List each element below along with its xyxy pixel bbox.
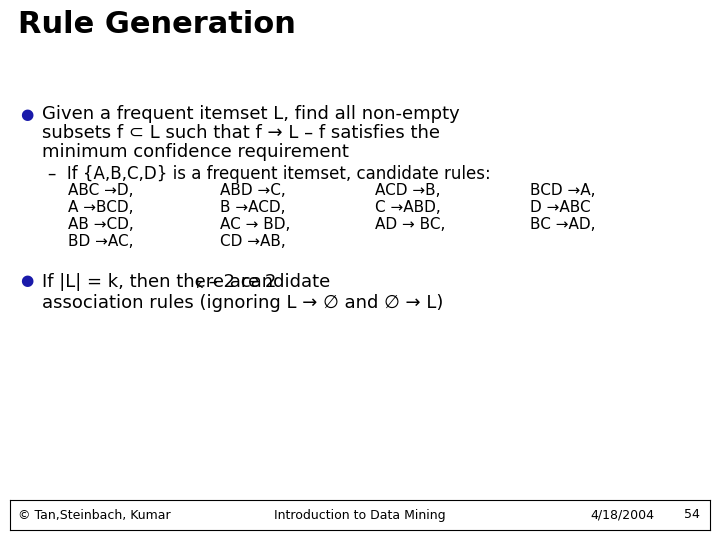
Text: –  If {A,B,C,D} is a frequent itemset, candidate rules:: – If {A,B,C,D} is a frequent itemset, ca… bbox=[48, 165, 491, 183]
Text: ABC →D,: ABC →D, bbox=[68, 183, 133, 198]
Text: minimum confidence requirement: minimum confidence requirement bbox=[42, 143, 349, 161]
Text: Given a frequent itemset L, find all non-empty: Given a frequent itemset L, find all non… bbox=[42, 105, 460, 123]
Text: CD →AB,: CD →AB, bbox=[220, 234, 286, 249]
Text: BCD →A,: BCD →A, bbox=[530, 183, 595, 198]
Text: ABD →C,: ABD →C, bbox=[220, 183, 286, 198]
Text: BD →AC,: BD →AC, bbox=[68, 234, 133, 249]
Text: AD → BC,: AD → BC, bbox=[375, 217, 446, 232]
Text: If |L| = k, then there are 2: If |L| = k, then there are 2 bbox=[42, 273, 276, 291]
Text: Introduction to Data Mining: Introduction to Data Mining bbox=[274, 509, 446, 522]
Text: association rules (ignoring L → ∅ and ∅ → L): association rules (ignoring L → ∅ and ∅ … bbox=[42, 294, 444, 312]
Text: 4/18/2004: 4/18/2004 bbox=[590, 509, 654, 522]
Text: BC →AD,: BC →AD, bbox=[530, 217, 595, 232]
Text: A →BCD,: A →BCD, bbox=[68, 200, 133, 215]
Text: Rule Generation: Rule Generation bbox=[18, 10, 296, 39]
Text: © Tan,Steinbach, Kumar: © Tan,Steinbach, Kumar bbox=[18, 509, 171, 522]
Text: AB →CD,: AB →CD, bbox=[68, 217, 134, 232]
Text: ACD →B,: ACD →B, bbox=[375, 183, 441, 198]
Text: D →ABC: D →ABC bbox=[530, 200, 590, 215]
Text: – 2 candidate: – 2 candidate bbox=[203, 273, 330, 291]
Text: ●: ● bbox=[20, 107, 33, 122]
Text: 54: 54 bbox=[684, 509, 700, 522]
Text: B →ACD,: B →ACD, bbox=[220, 200, 286, 215]
Text: k: k bbox=[196, 278, 203, 291]
Text: AC → BD,: AC → BD, bbox=[220, 217, 290, 232]
Text: ●: ● bbox=[20, 273, 33, 288]
Text: subsets f ⊂ L such that f → L – f satisfies the: subsets f ⊂ L such that f → L – f satisf… bbox=[42, 124, 440, 142]
Text: C →ABD,: C →ABD, bbox=[375, 200, 441, 215]
